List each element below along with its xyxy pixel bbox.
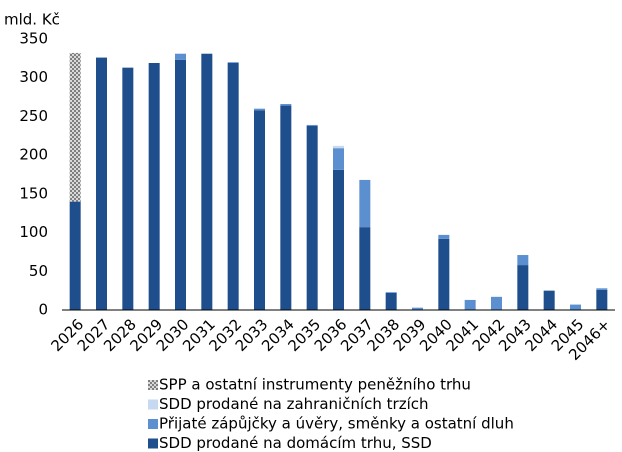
legend-label: SDD prodané na domácím trhu, SSD: [159, 434, 432, 452]
bar: [570, 304, 581, 310]
bar: [69, 52, 81, 202]
bar: [69, 201, 81, 310]
bar: [254, 110, 265, 310]
y-tick-label: 300: [19, 68, 48, 86]
y-tick-label: 50: [29, 262, 48, 280]
bar: [333, 148, 344, 170]
bar: [333, 145, 344, 149]
bar: [464, 299, 476, 310]
bar: [543, 290, 555, 310]
y-tick-label: 0: [38, 301, 48, 319]
bar: [227, 62, 239, 64]
bar: [280, 104, 292, 106]
bar: [280, 105, 292, 311]
bar: [438, 238, 450, 310]
legend-swatch: [148, 380, 158, 390]
bar: [306, 124, 318, 126]
y-tick-label: 150: [19, 184, 48, 202]
legend-swatch: [148, 419, 158, 429]
bar: [333, 169, 344, 310]
legend-label: Přijaté zápůjčky a úvěry, směnky a ostat…: [159, 415, 514, 433]
y-tick-label: 200: [19, 146, 48, 164]
y-tick-label: 100: [19, 223, 48, 241]
bar: [517, 255, 529, 266]
legend-swatch: [148, 399, 158, 410]
bar: [148, 63, 160, 311]
bar: [359, 179, 371, 228]
bar: [438, 234, 450, 239]
bar: [201, 53, 213, 311]
bar: [596, 289, 608, 310]
y-tick-label: 350: [19, 30, 48, 48]
y-axis-label: mld. Kč: [4, 11, 60, 29]
legend-swatch: [148, 438, 158, 449]
y-tick-label: 250: [19, 107, 48, 125]
legend-label: SPP a ostatní instrumenty peněžního trhu: [159, 376, 471, 394]
bar: [596, 288, 608, 290]
bar: [306, 125, 318, 310]
bar: [517, 265, 529, 310]
bar: [96, 57, 107, 310]
bar: [359, 227, 371, 310]
legend-label: SDD prodané na zahraničních trzích: [159, 395, 429, 413]
bar: [412, 307, 423, 310]
bar: [122, 67, 134, 310]
bar: [227, 63, 239, 311]
bar: [175, 53, 186, 60]
bar: [385, 292, 397, 310]
bar: [491, 296, 502, 310]
bar: [385, 292, 397, 293]
bar: [254, 108, 265, 111]
bar: [175, 59, 186, 310]
